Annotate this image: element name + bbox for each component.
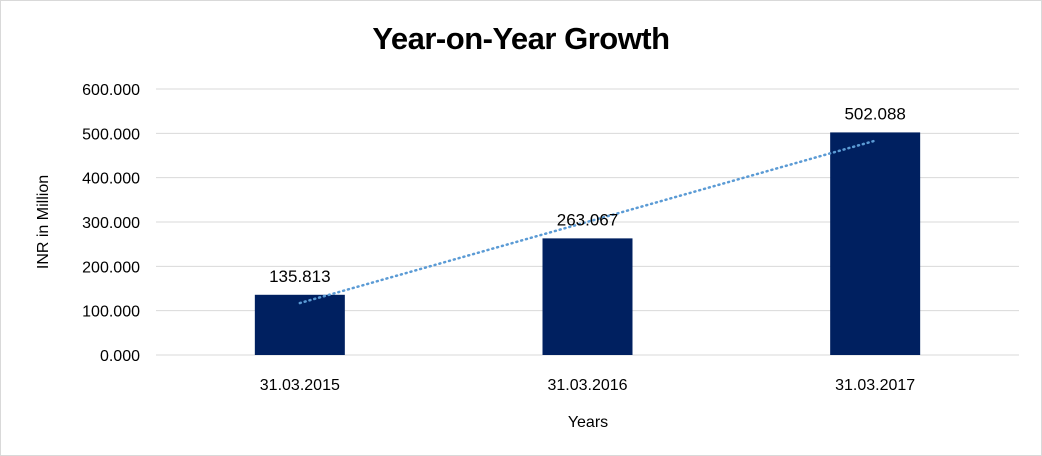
x-tick-label: 31.03.2015 [260, 377, 340, 394]
x-tick-label: 31.03.2017 [835, 377, 915, 394]
x-axis-ticks: 31.03.2015 31.03.2016 31.03.2017 [260, 377, 916, 394]
data-label: 135.813 [269, 267, 330, 286]
x-tick-label: 31.03.2016 [547, 377, 627, 394]
y-tick-label: 300.000 [82, 215, 140, 232]
y-tick-label: 600.000 [82, 82, 140, 99]
trendline [298, 139, 877, 305]
y-axis-ticks: 0.000 100.000 200.000 300.000 400.000 500.000… [82, 82, 140, 365]
y-axis-title: INR in Million [35, 175, 52, 269]
data-labels: 135.813 263.067 502.088 [269, 104, 906, 285]
trendline-layer [298, 139, 877, 305]
y-tick-label: 0.000 [100, 348, 140, 365]
bar [254, 294, 345, 355]
bars [254, 132, 921, 355]
y-tick-label: 100.000 [82, 304, 140, 321]
x-axis-title: Years [568, 414, 608, 431]
y-tick-label: 500.000 [82, 126, 140, 143]
data-label: 263.067 [557, 210, 618, 229]
y-tick-label: 200.000 [82, 259, 140, 276]
bar [542, 238, 633, 355]
y-tick-label: 400.000 [82, 171, 140, 188]
data-label: 502.088 [844, 104, 905, 123]
bar [830, 132, 921, 355]
chart-title: Year-on-Year Growth [372, 21, 670, 56]
